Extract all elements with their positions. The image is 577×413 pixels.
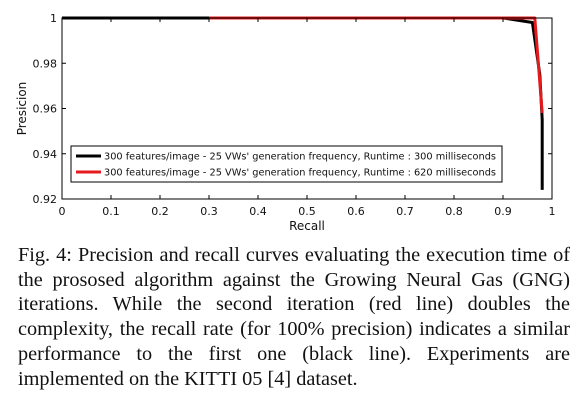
y-axis-title: Presicion bbox=[15, 82, 29, 136]
x-tick-label: 0.8 bbox=[445, 205, 463, 218]
figure-caption: Fig. 4: Precision and recall curves eval… bbox=[18, 244, 570, 390]
x-tick-label: 0.7 bbox=[396, 205, 414, 218]
x-tick-label: 0.2 bbox=[151, 205, 169, 218]
x-tick-label: 0.4 bbox=[249, 205, 267, 218]
y-tick-label: 0.98 bbox=[33, 57, 58, 70]
x-tick-label: 1 bbox=[549, 205, 556, 218]
y-tick-label: 0.92 bbox=[33, 193, 58, 206]
x-tick-label: 0.3 bbox=[200, 205, 218, 218]
legend: 300 features/image - 25 VWs' generation … bbox=[70, 145, 503, 183]
y-tick-label: 1 bbox=[50, 12, 57, 25]
y-tick-label: 0.96 bbox=[33, 103, 58, 116]
x-tick-label: 0.6 bbox=[347, 205, 365, 218]
precision-recall-chart: 0 0.1 0.2 0.3 0.4 0.5 0.6 0.7 0.8 0.9 1 0.92 0.94 0.9… bbox=[15, 12, 556, 233]
x-axis-title: Recall bbox=[289, 219, 325, 233]
legend-box bbox=[70, 145, 503, 183]
x-tick-label: 0.9 bbox=[494, 205, 512, 218]
y-tick-label: 0.94 bbox=[33, 148, 58, 161]
x-tick-label: 0.5 bbox=[298, 205, 316, 218]
x-tick-label: 0 bbox=[59, 205, 66, 218]
legend-label-2: 300 features/image - 25 VWs' generation … bbox=[104, 168, 496, 179]
legend-label-1: 300 features/image - 25 VWs' generation … bbox=[104, 152, 496, 163]
series-line-2 bbox=[209, 16, 544, 114]
axes-layer: 0 0.1 0.2 0.3 0.4 0.5 0.6 0.7 0.8 0.9 1 0.92 0.94 0.9… bbox=[15, 12, 556, 233]
x-tick-label: 0.1 bbox=[102, 205, 120, 218]
